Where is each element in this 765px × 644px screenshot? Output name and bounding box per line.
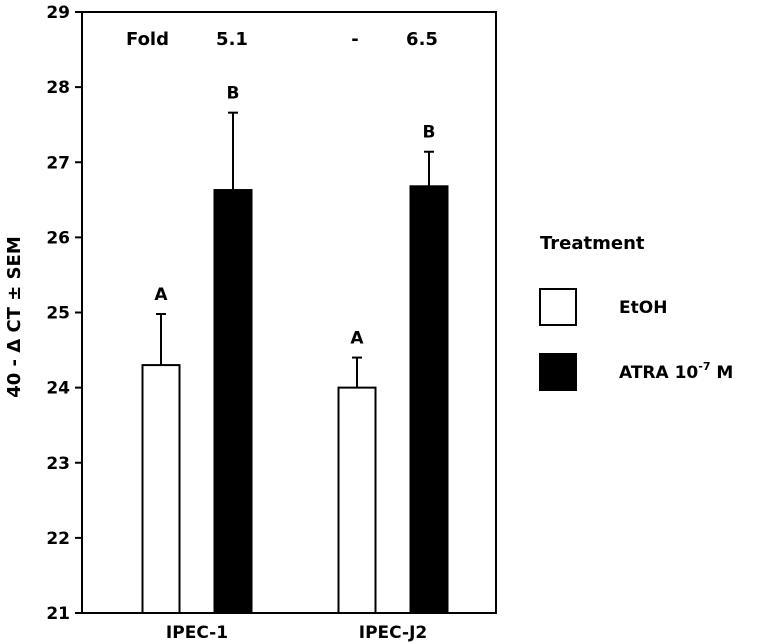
y-tick-label: 25 — [46, 304, 70, 324]
legend: Treatment EtOH ATRA 10-7 M — [539, 233, 733, 391]
y-tick-label: 26 — [46, 228, 70, 248]
legend-label-etoh: EtOH — [619, 298, 667, 318]
axes: 21 22 23 24 25 26 27 28 29 IPEC-1 IPEC-J2 — [46, 3, 497, 643]
x-category-label: IPEC-1 — [166, 623, 228, 643]
fold-value-ipec-1: 5.1 — [216, 29, 248, 50]
bar-etoh-ipec-1 — [141, 364, 181, 614]
fold-value-ipec-j2-etoh: - — [351, 29, 358, 50]
bar-etoh-ipec-j2 — [337, 386, 377, 614]
legend-swatch-etoh — [539, 288, 577, 326]
significance-letter: B — [227, 84, 240, 104]
y-tick-label: 21 — [46, 604, 70, 624]
plot-area: A B A B — [141, 84, 449, 614]
fold-change-row: Fold 5.1 - 6.5 — [126, 29, 438, 50]
bar-atra-10-7-m-ipec-j2 — [409, 185, 449, 614]
x-category-label: IPEC-J2 — [359, 623, 427, 643]
y-tick-label: 22 — [46, 529, 70, 549]
y-tick-label: 29 — [46, 3, 70, 23]
y-axis-label: 40 - Δ CT ± SEM — [4, 236, 25, 398]
y-tick-label: 27 — [46, 153, 70, 173]
significance-letter: A — [350, 329, 364, 349]
fold-label: Fold — [126, 29, 169, 50]
significance-letter: B — [423, 123, 436, 143]
bar-atra-10-7-m-ipec-1 — [213, 189, 253, 614]
y-tick-label: 28 — [46, 78, 70, 98]
significance-letter: A — [154, 285, 168, 305]
y-tick-label: 23 — [46, 454, 70, 474]
legend-label-atra: ATRA 10-7 M — [619, 360, 733, 383]
fold-value-ipec-j2: 6.5 — [406, 29, 438, 50]
legend-title: Treatment — [540, 233, 645, 254]
y-tick-label: 24 — [46, 379, 70, 399]
legend-swatch-atra — [539, 353, 577, 391]
